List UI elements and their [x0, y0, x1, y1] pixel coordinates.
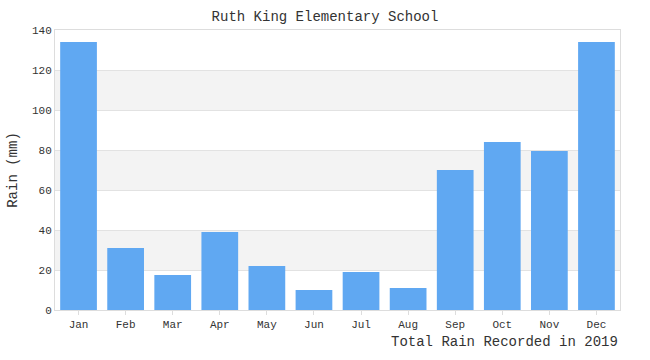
svg-text:Total Rain Recorded in 2019: Total Rain Recorded in 2019: [391, 334, 618, 350]
svg-text:Oct: Oct: [492, 319, 512, 331]
svg-text:40: 40: [39, 225, 52, 237]
svg-text:Dec: Dec: [587, 319, 607, 331]
svg-text:Nov: Nov: [539, 319, 559, 331]
svg-text:80: 80: [39, 145, 52, 157]
svg-text:0: 0: [45, 305, 52, 317]
svg-text:Jan: Jan: [69, 319, 89, 331]
svg-text:Jul: Jul: [351, 319, 371, 331]
svg-text:Feb: Feb: [116, 319, 136, 331]
svg-text:20: 20: [39, 265, 52, 277]
svg-text:May: May: [257, 319, 277, 331]
svg-text:Sep: Sep: [445, 319, 465, 331]
svg-text:Jun: Jun: [304, 319, 324, 331]
svg-text:Apr: Apr: [210, 319, 230, 331]
svg-text:60: 60: [39, 185, 52, 197]
svg-text:Aug: Aug: [398, 319, 418, 331]
svg-text:Rain (mm): Rain (mm): [5, 132, 21, 208]
svg-text:140: 140: [32, 25, 52, 37]
svg-text:100: 100: [32, 105, 52, 117]
svg-text:120: 120: [32, 65, 52, 77]
svg-text:Mar: Mar: [163, 319, 183, 331]
svg-text:Ruth King Elementary School: Ruth King Elementary School: [212, 9, 439, 25]
